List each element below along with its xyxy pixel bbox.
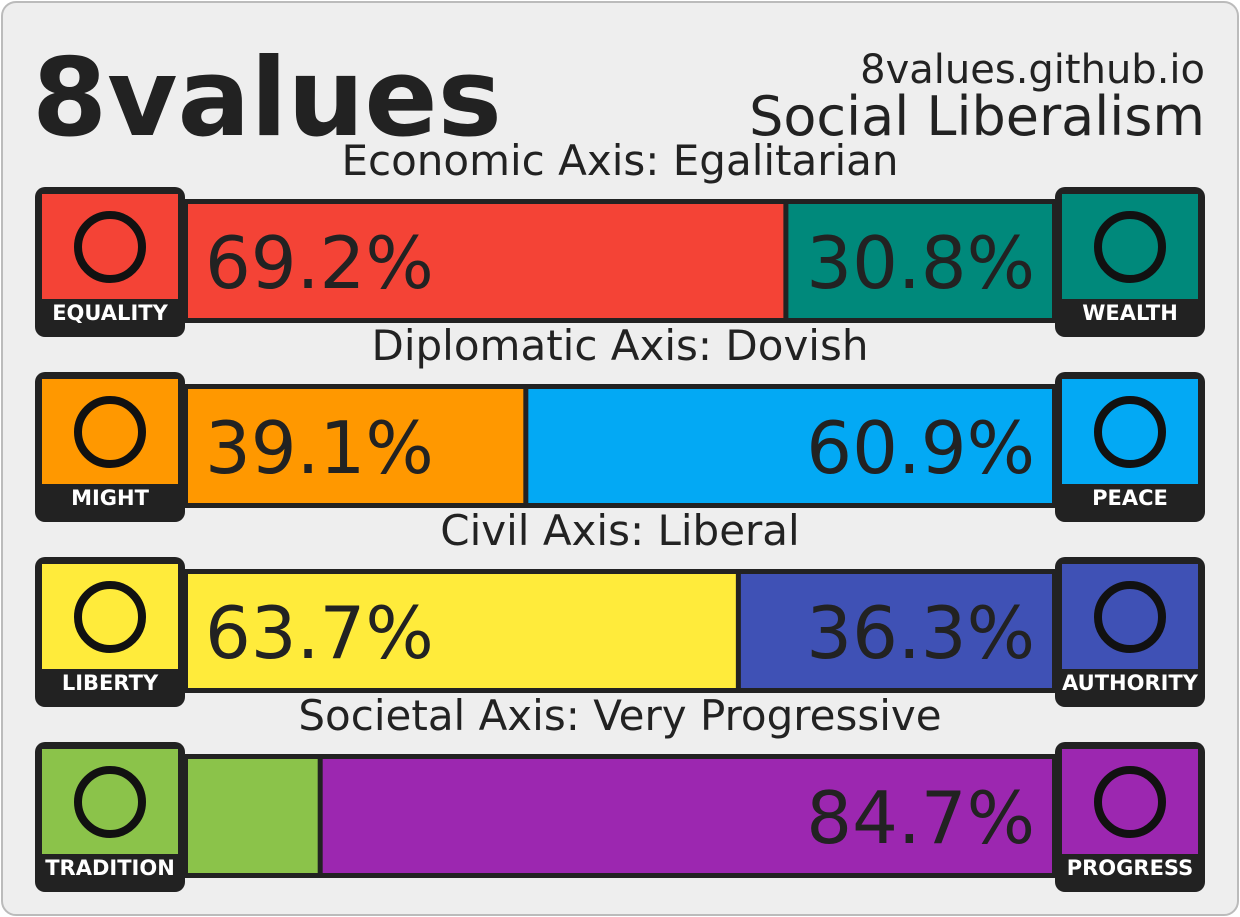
bar-left: [188, 389, 526, 503]
icon-fill: [42, 564, 178, 669]
icon-fill: [42, 379, 178, 484]
value-label: 84.7%: [806, 776, 1035, 860]
icon-label: PEACE: [1092, 486, 1168, 510]
icon-label: PROGRESS: [1067, 856, 1193, 880]
icon-symbol: [1094, 396, 1166, 468]
value-label: 63.7%: [205, 591, 434, 675]
axis-title: Civil Axis: Liberal: [440, 506, 799, 555]
icon-symbol: [74, 581, 146, 653]
icon-fill: [1062, 379, 1198, 484]
icon-label: AUTHORITY: [1062, 671, 1199, 695]
axis-title: Societal Axis: Very Progressive: [298, 691, 941, 740]
bar-right: [525, 389, 1052, 503]
icon-fill: [42, 749, 178, 854]
icon-symbol: [74, 766, 146, 838]
icon-label: WEALTH: [1082, 301, 1178, 325]
axis-title: Diplomatic Axis: Dovish: [372, 321, 869, 370]
icon-fill: [1062, 194, 1198, 299]
ideology: Social Liberalism: [749, 85, 1205, 148]
bar-right: [738, 574, 1052, 688]
axis-title: Economic Axis: Egalitarian: [341, 136, 898, 185]
bar-right: [785, 204, 1052, 318]
value-label: 30.8%: [806, 221, 1035, 305]
icon-fill: [1062, 749, 1198, 854]
icon-fill: [1062, 564, 1198, 669]
icon-symbol: [74, 211, 146, 283]
icon-symbol: [1094, 211, 1166, 283]
value-label: 39.1%: [205, 406, 434, 490]
icon-symbol: [1094, 581, 1166, 653]
bar-left: [188, 204, 786, 318]
value-label: 69.2%: [205, 221, 434, 305]
site-url: 8values.github.io: [860, 47, 1205, 93]
icon-symbol: [1094, 766, 1166, 838]
value-label: 36.3%: [806, 591, 1035, 675]
icon-fill: [42, 194, 178, 299]
icon-symbol: [74, 396, 146, 468]
bar-left: [188, 759, 321, 873]
icon-label: LIBERTY: [62, 671, 159, 695]
bar-left: [188, 574, 739, 688]
icon-label: TRADITION: [45, 856, 175, 880]
icon-label: MIGHT: [71, 486, 150, 510]
bar-right: [320, 759, 1052, 873]
brand-title: 8values: [32, 36, 502, 161]
value-label: 60.9%: [806, 406, 1035, 490]
icon-label: EQUALITY: [52, 301, 168, 325]
